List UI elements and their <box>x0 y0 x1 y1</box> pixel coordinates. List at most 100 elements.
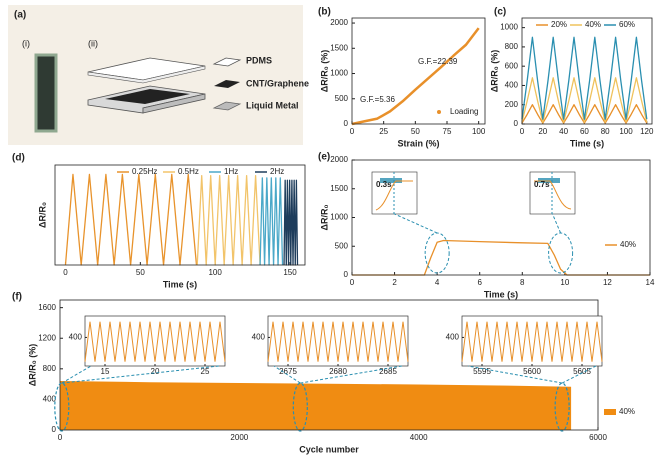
y-tick-label: 400 <box>505 81 519 90</box>
inset-line <box>84 321 226 362</box>
x-tick-label: 4000 <box>410 433 428 442</box>
y-tick-label: 1000 <box>500 23 518 32</box>
x-tick-label: 25 <box>379 127 388 136</box>
x-axis-label: Time (s) <box>484 289 518 299</box>
annotation: G.F.=22.39 <box>418 57 458 66</box>
zoom-link <box>273 365 301 384</box>
inset-y-tick-label: 400 <box>446 333 460 342</box>
inset-curve <box>375 180 413 211</box>
legend-icon <box>214 80 240 88</box>
layer-label: Liquid Metal <box>246 100 299 110</box>
zoom-link <box>467 365 563 384</box>
x-tick-label: 0 <box>350 278 355 287</box>
legend-label: 40% <box>620 240 636 249</box>
zoom-link <box>561 365 597 384</box>
inset-x-tick-label: 25 <box>201 367 210 376</box>
x-tick-label: 2 <box>392 278 397 287</box>
legend-label: 1Hz <box>224 167 238 176</box>
line <box>196 174 261 266</box>
panel-label: (d) <box>12 153 25 164</box>
x-tick-label: 50 <box>136 268 145 277</box>
zoom-ring <box>292 382 308 432</box>
y-tick-label: 0 <box>514 119 519 128</box>
layer-label: PDMS <box>246 55 272 65</box>
y-tick-label: 2000 <box>330 155 348 164</box>
x-tick-label: 0 <box>350 127 355 136</box>
x-tick-label: 0 <box>520 127 525 136</box>
y-tick-label: 2000 <box>330 18 348 27</box>
x-tick-label: 8 <box>520 278 525 287</box>
panel-label: (c) <box>494 7 506 18</box>
zoom-link <box>552 213 562 234</box>
sub-label: (ii) <box>88 38 98 48</box>
x-tick-label: 0 <box>63 268 68 277</box>
y-tick-label: 500 <box>335 241 349 250</box>
zoom-link <box>61 365 92 384</box>
top-side <box>87 65 206 84</box>
line <box>521 104 648 124</box>
legend-label: 0.25Hz <box>132 167 157 176</box>
x-tick-label: 40 <box>559 127 568 136</box>
plot-frame <box>351 17 486 125</box>
x-tick-label: 100 <box>619 127 633 136</box>
legend-label: Loading <box>450 107 478 116</box>
line <box>259 177 284 266</box>
zoom-ring <box>554 382 570 432</box>
y-tick-label: 600 <box>505 61 519 70</box>
inset-y-tick-label: 400 <box>252 333 266 342</box>
inset-x-tick-label: 20 <box>151 367 160 376</box>
inset-x-tick-label: 15 <box>101 367 110 376</box>
x-tick-label: 14 <box>646 278 655 287</box>
x-tick-label: 2000 <box>230 433 248 442</box>
zoom-link <box>61 365 220 384</box>
y-axis-label: ΔR/R₀ (%) <box>489 50 499 93</box>
y-tick-label: 1500 <box>330 184 348 193</box>
x-axis-label: Time (s) <box>570 138 604 148</box>
zoom-link <box>300 365 403 384</box>
x-tick-label: 60 <box>580 127 589 136</box>
panel-label: (b) <box>318 7 331 18</box>
y-axis-label: ΔR/R₀ (%) <box>319 50 329 93</box>
y-tick-label: 1000 <box>330 69 348 78</box>
inset-frame <box>84 315 226 367</box>
sample-photo <box>34 53 58 133</box>
legend-label: 60% <box>619 20 635 29</box>
x-tick-label: 100 <box>208 268 222 277</box>
legend-label: 40% <box>619 407 635 416</box>
inset-x-tick-label: 2675 <box>279 367 297 376</box>
y-tick-label: 1000 <box>330 213 348 222</box>
zoom-ring <box>54 382 70 432</box>
panel-a: (a) (i) (ii) PDMS CNT/Graphene Liquid Me… <box>8 5 309 145</box>
legend-swatch <box>604 409 616 415</box>
panel-label: (a) <box>14 10 26 21</box>
x-tick-label: 75 <box>443 127 452 136</box>
legend-label: 20% <box>551 20 567 29</box>
legend-marker <box>437 110 441 114</box>
x-axis-label: Strain (%) <box>397 138 439 148</box>
inset-y-tick-label: 400 <box>69 333 83 342</box>
inset-frame <box>267 315 409 367</box>
cnt-layer <box>105 89 190 104</box>
y-axis-label: ΔR/R₀ <box>319 204 329 230</box>
x-tick-label: 120 <box>640 127 654 136</box>
y-tick-label: 0 <box>344 119 349 128</box>
inset-x-tick-label: 5600 <box>523 367 541 376</box>
area <box>60 381 572 430</box>
base-side <box>142 93 206 114</box>
line <box>521 36 648 120</box>
panel-label: (f) <box>12 292 22 303</box>
annotation: G.F.=5.36 <box>360 95 395 104</box>
line <box>351 27 480 126</box>
x-tick-label: 6 <box>477 278 482 287</box>
y-tick-label: 800 <box>43 364 57 373</box>
legend-label: 2Hz <box>270 167 284 176</box>
x-tick-label: 0 <box>58 433 63 442</box>
sub-label: (i) <box>22 38 30 48</box>
layer-label: CNT/Graphene <box>246 78 309 88</box>
x-tick-label: 80 <box>601 127 610 136</box>
x-tick-label: 6000 <box>589 433 607 442</box>
inset-x-tick-label: 5605 <box>573 367 591 376</box>
y-tick-label: 0 <box>344 270 349 279</box>
y-axis-label: ΔR/R₀ (%) <box>27 344 37 387</box>
